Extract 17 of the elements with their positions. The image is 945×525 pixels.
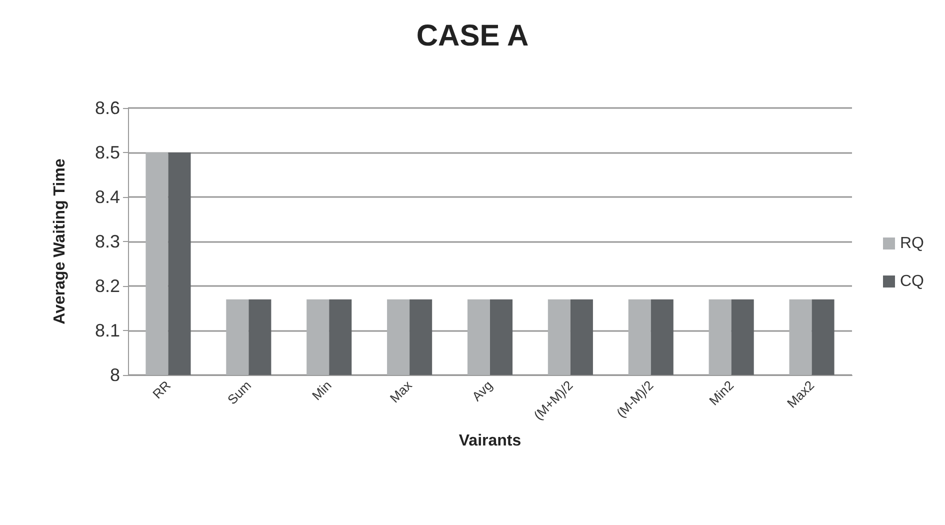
y-tick-label: 8.5	[94, 142, 120, 162]
chart-title: CASE A	[416, 20, 529, 52]
y-tick-label: 8.4	[94, 187, 120, 207]
x-tick-label: Sum	[224, 378, 254, 408]
legend-label: CQ	[900, 273, 924, 290]
y-tick-label: 8.2	[94, 276, 120, 296]
x-tick-label: Max	[386, 377, 416, 406]
y-tick-label: 8.6	[94, 98, 120, 118]
y-tick-label: 8.1	[94, 320, 120, 340]
y-axis-title: Average Waiting Time	[52, 158, 68, 324]
x-tick-label: Min	[309, 378, 334, 404]
legend-label: RQ	[900, 235, 924, 252]
y-tick-label: 8	[110, 365, 120, 385]
x-axis-title: Vairants	[458, 432, 522, 450]
x-tick-label: Avg	[469, 378, 496, 404]
x-tick-label: RR	[150, 378, 174, 402]
y-tick-label: 8.3	[94, 232, 120, 252]
